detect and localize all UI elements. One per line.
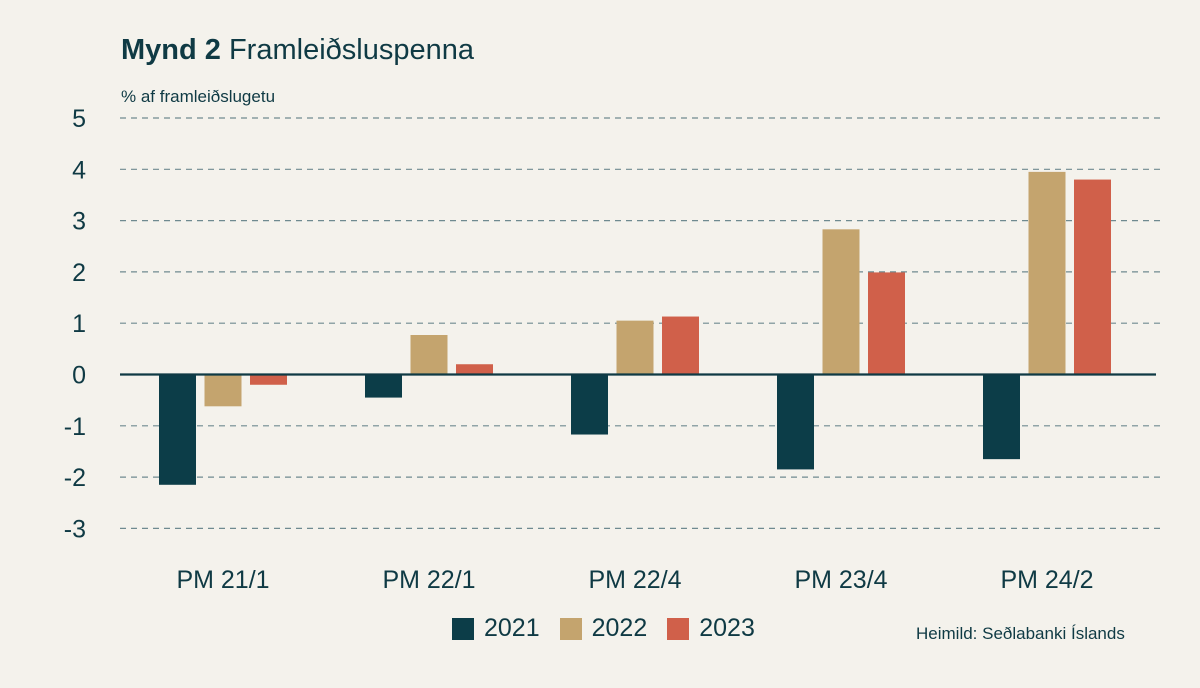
legend-swatch: [667, 617, 690, 640]
legend: 2021 2022 2023: [452, 614, 775, 643]
y-tick-label: 1: [72, 310, 86, 338]
bar: [822, 229, 860, 375]
bar: [250, 374, 287, 385]
bar: [616, 320, 654, 375]
legend-label: 2022: [591, 614, 648, 642]
x-tick-label: PM 23/4: [794, 566, 887, 594]
y-tick-labels: 5 4 3 2 1 0 -1 -2 -3: [64, 105, 86, 543]
source-note: Heimild: Seðlabanki Íslands: [916, 624, 1125, 643]
bar: [868, 272, 905, 375]
bar: [777, 374, 814, 470]
bar: [456, 364, 493, 375]
y-tick-label: 2: [72, 259, 86, 287]
legend-item-2021: 2021: [452, 614, 540, 643]
bar: [1074, 179, 1111, 375]
y-tick-label: 0: [72, 362, 86, 390]
bar: [571, 374, 608, 435]
y-tick-label: 5: [72, 105, 86, 133]
bar: [983, 374, 1020, 460]
y-tick-label: -3: [64, 515, 86, 543]
bar: [204, 374, 242, 407]
chart-title-text: Framleiðsluspenna: [228, 34, 474, 66]
bar: [1028, 171, 1066, 375]
bar: [410, 334, 448, 375]
chart-title: Mynd 2 Framleiðsluspenna: [121, 34, 474, 67]
bar: [159, 374, 196, 485]
legend-item-2022: 2022: [559, 614, 648, 643]
bars: [159, 171, 1111, 485]
legend-item-2023: 2023: [667, 614, 755, 643]
x-tick-label: PM 22/1: [382, 566, 475, 594]
chart-title-prefix: Mynd 2: [121, 34, 221, 66]
legend-swatch: [559, 617, 582, 640]
y-tick-label: 3: [72, 208, 86, 236]
x-tick-labels: PM 21/1 PM 22/1 PM 22/4 PM 23/4 PM 24/2: [176, 566, 1093, 594]
y-tick-label: 4: [72, 156, 86, 184]
legend-swatch: [452, 617, 474, 640]
y-tick-label: -1: [64, 413, 86, 441]
y-axis-label: % af framleiðslugetu: [121, 87, 276, 106]
legend-label: 2023: [699, 614, 755, 642]
y-tick-label: -2: [64, 464, 86, 492]
x-tick-label: PM 21/1: [176, 566, 269, 594]
bar: [662, 316, 699, 375]
x-tick-label: PM 22/4: [588, 566, 681, 594]
bar: [365, 374, 402, 398]
x-tick-label: PM 24/2: [1000, 566, 1093, 594]
legend-label: 2021: [484, 614, 540, 642]
